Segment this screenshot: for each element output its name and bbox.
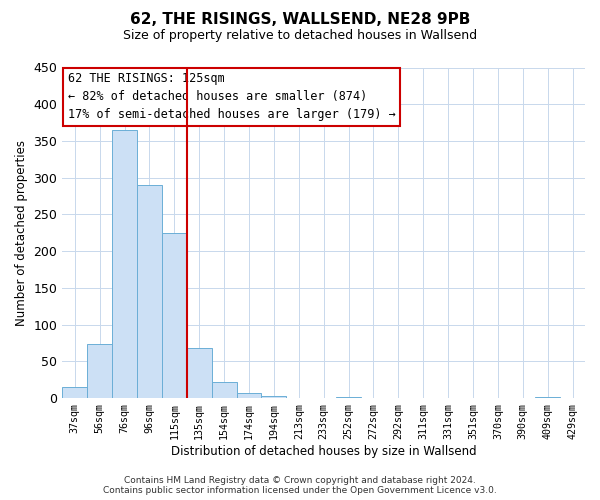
Bar [336, 396, 361, 398]
X-axis label: Distribution of detached houses by size in Wallsend: Distribution of detached houses by size … [171, 444, 476, 458]
Bar [162, 233, 187, 398]
Bar [212, 382, 236, 398]
Bar [535, 396, 560, 398]
Text: 62, THE RISINGS, WALLSEND, NE28 9PB: 62, THE RISINGS, WALLSEND, NE28 9PB [130, 12, 470, 28]
Bar [112, 130, 137, 398]
Bar [236, 393, 262, 398]
Bar [262, 396, 286, 398]
Y-axis label: Number of detached properties: Number of detached properties [15, 140, 28, 326]
Text: Contains HM Land Registry data © Crown copyright and database right 2024.
Contai: Contains HM Land Registry data © Crown c… [103, 476, 497, 495]
Text: Size of property relative to detached houses in Wallsend: Size of property relative to detached ho… [123, 29, 477, 42]
Text: 62 THE RISINGS: 125sqm
← 82% of detached houses are smaller (874)
17% of semi-de: 62 THE RISINGS: 125sqm ← 82% of detached… [68, 72, 395, 122]
Bar [62, 387, 87, 398]
Bar [87, 344, 112, 398]
Bar [137, 185, 162, 398]
Bar [187, 348, 212, 398]
